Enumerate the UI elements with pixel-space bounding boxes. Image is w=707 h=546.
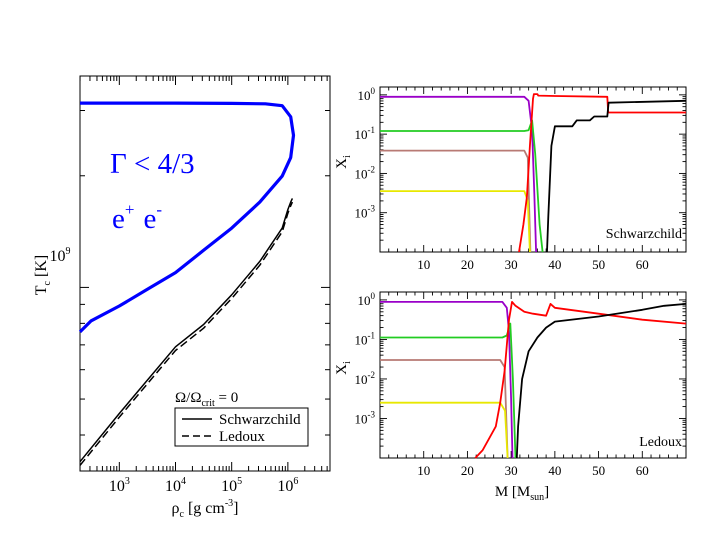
top-y-tick-label: 10-1 <box>355 125 376 142</box>
gamma-annotation: Γ < 4/3 <box>110 148 195 180</box>
bot-series-black <box>515 303 687 459</box>
top-series-green <box>380 119 544 253</box>
left-panel: 103 104 105 106 109 Tc [K] ρc [g cm-3] Γ < … <box>33 75 331 520</box>
top-y-tick-labels: 100 10-1 10-2 10-3 <box>355 86 376 221</box>
legend-box <box>174 407 309 447</box>
bot-y-tick-label: 100 <box>358 291 376 308</box>
top-x-tick-label: 30 <box>505 257 518 272</box>
left-x-tick-label: 104 <box>165 476 186 495</box>
bot-y-tick-label: 10-2 <box>355 370 376 387</box>
bottom-x-tick-labels: 10 20 30 40 50 60 <box>417 463 649 478</box>
legend-label-ledoux: Ledoux <box>219 429 265 445</box>
left-x-tick-labels: 103 104 105 106 <box>109 476 299 495</box>
left-x-tick-label: 105 <box>221 476 242 495</box>
bot-series-yellow <box>380 401 509 459</box>
top-y-axis-label: Xi <box>334 155 353 169</box>
top-y-tick-label: 100 <box>358 86 376 103</box>
bot-series-red <box>474 301 687 459</box>
bottom-plot-frame <box>379 291 687 459</box>
top-series-purple <box>380 95 537 253</box>
top-axis-ticks <box>379 87 687 253</box>
top-x-tick-label: 20 <box>461 257 474 272</box>
bottom-curves <box>380 301 687 459</box>
bot-x-tick-label: 30 <box>505 463 518 478</box>
bot-x-tick-label: 60 <box>636 463 649 478</box>
bot-series-purple <box>380 301 514 459</box>
pair-annotation: e+ e- <box>112 200 162 235</box>
bot-x-tick-label: 10 <box>417 463 430 478</box>
left-x-tick-label: 103 <box>109 476 130 495</box>
top-y-tick-label: 10-3 <box>355 204 376 221</box>
left-y-tick-label: 109 <box>50 246 71 265</box>
legend: Schwarzchild Ledoux <box>174 407 309 447</box>
left-x-axis-label: ρc [g cm-3] <box>172 498 239 520</box>
top-x-tick-label: 40 <box>548 257 561 272</box>
omega-annotation: Ω/Ωcrit = 0 <box>175 390 238 409</box>
top-series-brown <box>380 149 532 253</box>
top-x-tick-label: 10 <box>417 257 430 272</box>
left-y-axis-label: Tc [K] <box>33 255 53 295</box>
bot-x-tick-label: 40 <box>548 463 561 478</box>
bottom-y-tick-labels: 100 10-1 10-2 10-3 <box>355 291 376 427</box>
left-curves <box>78 101 296 466</box>
top-x-tick-label: 60 <box>636 257 649 272</box>
top-series-yellow <box>380 190 531 253</box>
bot-x-tick-label: 50 <box>592 463 605 478</box>
bottom-y-axis-label: Xi <box>334 361 353 375</box>
left-axis-ticks <box>79 76 330 471</box>
left-plot-frame <box>79 75 331 472</box>
series-ledoux <box>79 201 294 466</box>
schwarzchild-panel-label: Schwarzchild <box>606 227 682 242</box>
legend-label-schwarzchild: Schwarzchild <box>219 412 301 428</box>
bot-y-tick-label: 10-3 <box>355 409 376 426</box>
top-x-tick-labels: 10 20 30 40 50 60 <box>417 257 649 272</box>
mass-x-axis-label: M [Msun] <box>495 484 549 503</box>
bot-x-tick-label: 20 <box>461 463 474 478</box>
top-plot-frame <box>379 86 687 253</box>
top-x-tick-label: 50 <box>592 257 605 272</box>
top-right-panel: 100 10-1 10-2 10-3 10 20 30 40 50 60 Schwarzchil… <box>334 86 687 272</box>
top-series-red <box>518 93 686 253</box>
bot-series-green <box>380 322 517 459</box>
top-y-tick-label: 10-2 <box>355 164 376 181</box>
top-curves <box>380 93 687 253</box>
bot-y-tick-label: 10-1 <box>355 330 376 347</box>
series--4-3-boundary <box>78 101 296 334</box>
bot-series-brown <box>380 359 509 459</box>
top-series-black <box>546 99 687 253</box>
left-x-tick-label: 106 <box>277 476 298 495</box>
bottom-right-panel: 100 10-1 10-2 10-3 10 20 30 40 50 60 Ledoux Xi M… <box>334 291 687 503</box>
series-schwarzchild <box>79 198 294 463</box>
ledoux-panel-label: Ledoux <box>639 435 682 450</box>
bottom-axis-ticks <box>379 292 687 459</box>
